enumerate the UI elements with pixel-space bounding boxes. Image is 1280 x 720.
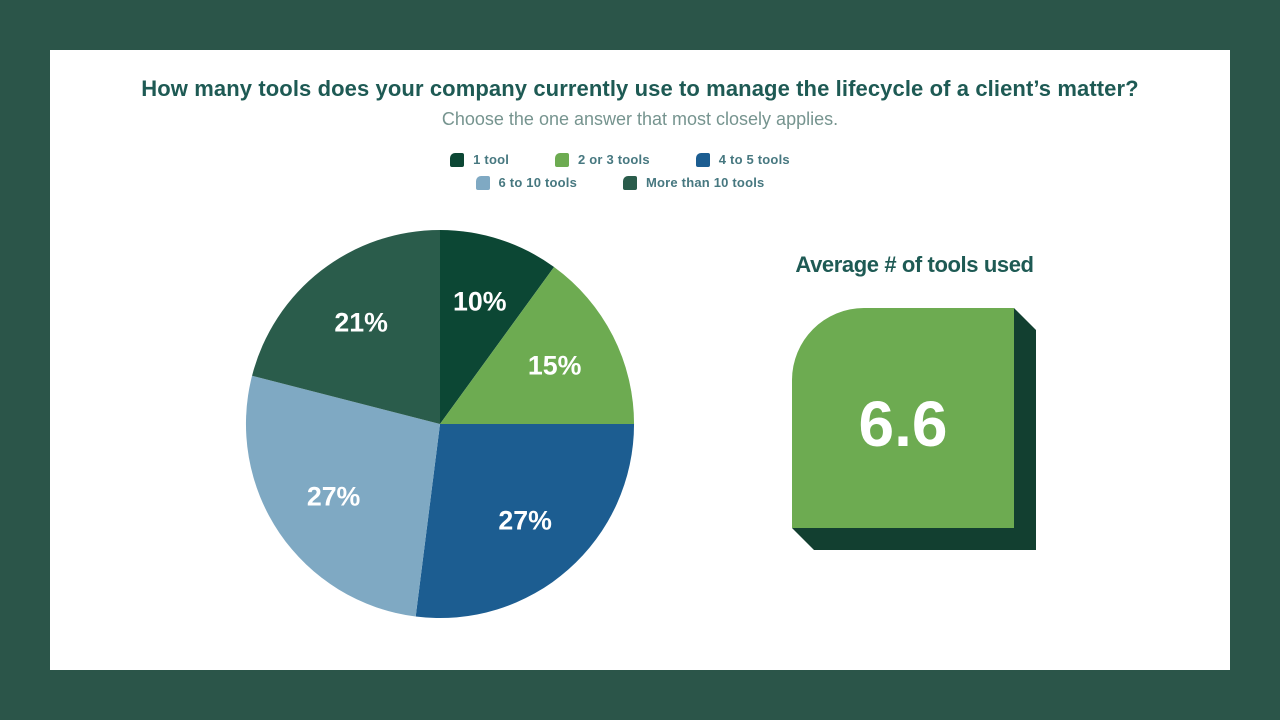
average-value: 6.6 [858, 388, 948, 460]
legend-item-6-to-10-tools: 6 to 10 tools [475, 175, 577, 190]
average-heading: Average # of tools used [795, 252, 1034, 277]
legend-label: More than 10 tools [646, 175, 765, 190]
legend-label: 4 to 5 tools [718, 152, 790, 167]
legend-label: 1 tool [473, 152, 510, 167]
pie-slice-label-2-or-3-tools: 15% [528, 351, 582, 381]
legend-swatch-icon [695, 152, 710, 167]
legend-item-more-than-10-tools: More than 10 tools [623, 175, 764, 190]
pie-slice-label-more-than-10-tools: 21% [334, 307, 388, 337]
legend-item-2-or-3-tools: 2 or 3 tools [555, 152, 650, 167]
pie-slice-1-tool [440, 229, 555, 424]
pie-chart: 10% 15% 27% 27% 21% [245, 229, 635, 619]
question-title: How many tools does your company current… [141, 76, 1139, 101]
legend-label: 6 to 10 tools [498, 175, 577, 190]
legend-row: 1 tool 2 or 3 tools 4 to 5 tools [450, 152, 790, 167]
pie-slice-4-to-5-tools [415, 424, 635, 619]
pie-slice-label-1-tool: 10% [453, 287, 507, 317]
pie-slice-more-than-10-tools [252, 229, 440, 424]
content-panel: How many tools does your company current… [50, 50, 1230, 670]
legend-swatch-icon [475, 175, 490, 190]
pie-slice-label-4-to-5-tools: 27% [498, 506, 552, 536]
pie-slice-label-6-to-10-tools: 27% [307, 481, 361, 511]
question-subtitle: Choose the one answer that most closely … [441, 109, 839, 129]
legend-label: 2 or 3 tools [578, 152, 650, 167]
pie-slice-6-to-10-tools [245, 375, 440, 617]
average-panel: Average # of tools used 6.6 [792, 248, 1037, 551]
legend-item-1-tool: 1 tool [450, 152, 509, 167]
pie-slice-2-or-3-tools [440, 267, 635, 424]
legend-swatch-icon [450, 152, 465, 167]
average-card-face [792, 308, 1014, 528]
legend-swatch-icon [623, 175, 637, 190]
average-card-shape [792, 308, 1036, 550]
average-card: 6.6 [792, 308, 1037, 551]
legend-swatch-icon [555, 152, 570, 167]
legend-item-4-to-5-tools: 4 to 5 tools [695, 152, 790, 167]
legend-row: 6 to 10 tools More than 10 tools [475, 175, 765, 190]
chart-legend: 1 tool 2 or 3 tools 4 to 5 tools 6 to 10 to… [30, 152, 1210, 190]
